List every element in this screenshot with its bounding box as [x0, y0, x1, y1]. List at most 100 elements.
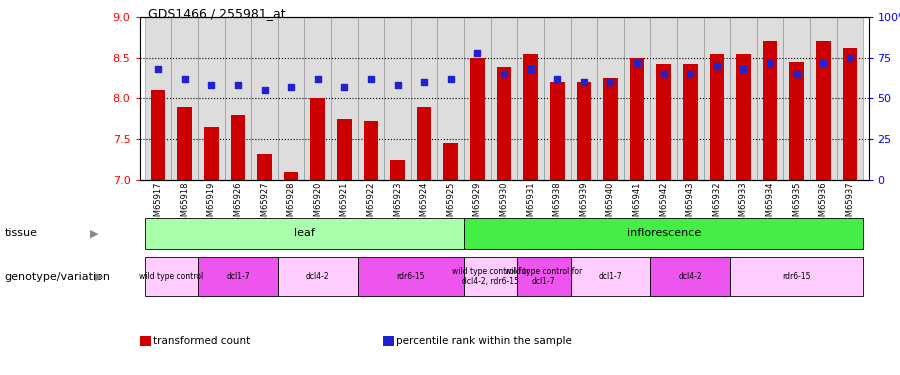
Bar [278, 17, 304, 180]
Bar [464, 17, 491, 180]
Point [524, 66, 538, 72]
Point [497, 71, 511, 77]
Bar [651, 257, 730, 296]
Text: tissue: tissue [4, 228, 38, 238]
Point [789, 71, 804, 77]
Bar [730, 257, 863, 296]
Bar [411, 17, 437, 180]
Point [603, 79, 617, 85]
Bar [816, 41, 831, 180]
Bar [204, 127, 219, 180]
Bar [518, 257, 571, 296]
Bar [304, 17, 331, 180]
Bar [704, 17, 730, 180]
Bar [757, 17, 783, 180]
Bar [651, 17, 677, 180]
Bar [357, 17, 384, 180]
Point [444, 76, 458, 82]
Point [204, 82, 219, 88]
Bar [842, 48, 857, 180]
Bar [470, 58, 485, 180]
Bar [284, 172, 299, 180]
Bar [518, 17, 544, 180]
Text: rdr6-15: rdr6-15 [397, 272, 425, 281]
Text: wild type control for
dcl4-2, rdr6-15: wild type control for dcl4-2, rdr6-15 [452, 267, 529, 286]
Text: dcl4-2: dcl4-2 [679, 272, 702, 281]
Text: transformed count: transformed count [153, 336, 250, 346]
Bar [151, 90, 166, 180]
Bar [624, 17, 651, 180]
Bar [571, 17, 597, 180]
Bar [364, 121, 378, 180]
Bar [391, 160, 405, 180]
Point [338, 84, 352, 90]
Bar [497, 68, 511, 180]
Point [151, 66, 166, 72]
Bar [783, 17, 810, 180]
Text: ▶: ▶ [90, 228, 98, 238]
Bar [577, 82, 591, 180]
Point [736, 66, 751, 72]
Bar [464, 217, 863, 249]
Text: leaf: leaf [294, 228, 315, 238]
Bar [384, 17, 411, 180]
Bar [656, 64, 671, 180]
Point [310, 76, 325, 82]
Text: dcl1-7: dcl1-7 [226, 272, 250, 281]
Point [550, 76, 564, 82]
Bar [709, 54, 725, 180]
Bar [683, 64, 698, 180]
Text: percentile rank within the sample: percentile rank within the sample [396, 336, 572, 346]
Bar [171, 17, 198, 180]
Text: dcl4-2: dcl4-2 [306, 272, 329, 281]
Bar [177, 106, 192, 180]
Bar [677, 17, 704, 180]
Bar [337, 119, 352, 180]
Point [842, 55, 857, 61]
Bar [198, 17, 225, 180]
Text: rdr6-15: rdr6-15 [782, 272, 811, 281]
Point [656, 71, 670, 77]
Bar [491, 17, 518, 180]
Point [816, 60, 831, 66]
Bar [357, 257, 464, 296]
Point [257, 87, 272, 93]
Point [391, 82, 405, 88]
Point [683, 71, 698, 77]
Bar [145, 17, 171, 180]
Point [417, 79, 431, 85]
Bar [630, 58, 644, 180]
Bar [550, 82, 564, 180]
Text: genotype/variation: genotype/variation [4, 272, 111, 282]
Point [177, 76, 192, 82]
Bar [145, 217, 464, 249]
Bar [597, 17, 624, 180]
Bar [251, 17, 278, 180]
Bar [331, 17, 357, 180]
Bar [145, 257, 198, 296]
Bar [198, 257, 278, 296]
Bar [437, 17, 464, 180]
Point [630, 60, 644, 66]
Text: ▶: ▶ [94, 272, 103, 282]
Point [577, 79, 591, 85]
Bar [810, 17, 837, 180]
Text: GDS1466 / 255981_at: GDS1466 / 255981_at [148, 8, 286, 21]
Point [709, 63, 724, 69]
Bar [225, 17, 251, 180]
Bar [417, 106, 431, 180]
Bar [444, 143, 458, 180]
Text: dcl1-7: dcl1-7 [598, 272, 622, 281]
Bar [464, 257, 518, 296]
Bar [736, 54, 751, 180]
Bar [837, 17, 863, 180]
Bar [257, 154, 272, 180]
Text: inflorescence: inflorescence [626, 228, 701, 238]
Point [470, 50, 484, 56]
Bar [278, 257, 357, 296]
Point [230, 82, 245, 88]
Point [364, 76, 378, 82]
Bar [571, 257, 651, 296]
Bar [523, 54, 538, 180]
Point [763, 60, 778, 66]
